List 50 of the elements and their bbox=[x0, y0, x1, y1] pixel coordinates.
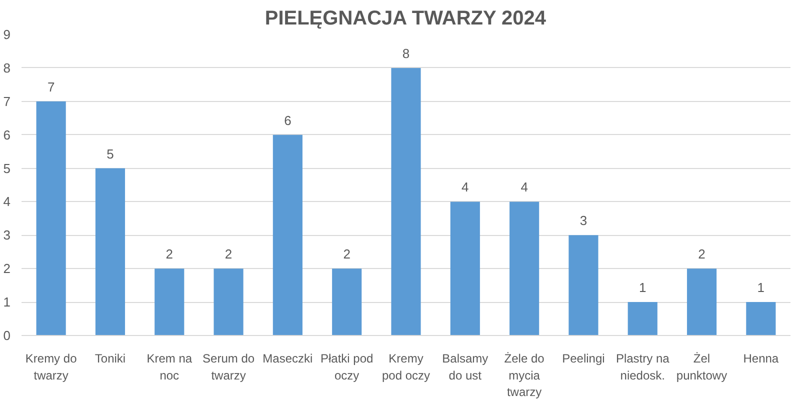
bar bbox=[391, 68, 421, 336]
data-label: 6 bbox=[284, 112, 292, 128]
x-tick-label: Płatki pod oczy bbox=[320, 352, 374, 382]
x-tick-label: Maseczki bbox=[262, 352, 313, 366]
data-label: 1 bbox=[757, 280, 765, 296]
y-tick-label: 2 bbox=[3, 261, 11, 276]
y-tick-label: 9 bbox=[3, 27, 11, 42]
x-tick-label: Plastry na niedosk. bbox=[616, 352, 670, 382]
y-tick-label: 0 bbox=[3, 328, 11, 343]
y-tick-label: 3 bbox=[3, 228, 11, 243]
x-tick-label: Serum do twarzy bbox=[202, 352, 255, 382]
bar bbox=[686, 268, 717, 336]
bar bbox=[746, 302, 776, 336]
x-tick-label: Krem na noc bbox=[146, 352, 192, 382]
bar bbox=[272, 134, 302, 336]
x-tick-label: Żele do mycia twarzy bbox=[504, 352, 545, 400]
x-tick-label: Kremy pod oczy bbox=[382, 352, 430, 382]
data-label: 4 bbox=[520, 180, 528, 195]
y-tick-label: 1 bbox=[3, 294, 11, 310]
data-label: 2 bbox=[698, 246, 706, 262]
bar bbox=[214, 268, 244, 336]
bar bbox=[510, 202, 540, 336]
x-tick-label: Żel punktowy bbox=[676, 352, 728, 382]
bar bbox=[450, 202, 480, 336]
bar bbox=[628, 302, 658, 336]
x-tick-label: Peelingi bbox=[562, 352, 605, 366]
y-tick-label: 6 bbox=[3, 127, 11, 142]
data-label: 5 bbox=[106, 146, 114, 162]
bar bbox=[95, 168, 126, 336]
x-tick-label: Kremy do twarzy bbox=[25, 352, 78, 382]
x-tick-label: Balsamy do ust bbox=[442, 352, 488, 382]
data-label: 1 bbox=[639, 280, 646, 296]
y-tick-label: 4 bbox=[3, 194, 11, 210]
data-label: 7 bbox=[47, 79, 55, 94]
y-tick-label: 7 bbox=[3, 94, 11, 109]
x-tick-label: Toniki bbox=[94, 352, 126, 366]
data-label: 4 bbox=[462, 180, 469, 195]
bar bbox=[36, 101, 66, 336]
bar bbox=[332, 268, 362, 336]
bar bbox=[568, 235, 598, 336]
data-label: 2 bbox=[343, 246, 350, 262]
y-tick-label: 5 bbox=[3, 160, 11, 176]
data-label: 3 bbox=[580, 213, 588, 228]
chart-title: PIELĘGNACJA TWARZY 2024 bbox=[264, 8, 547, 30]
data-label: 2 bbox=[166, 246, 174, 262]
data-label: 8 bbox=[402, 46, 410, 61]
bar bbox=[154, 268, 184, 336]
x-tick-label: Henna bbox=[743, 352, 779, 366]
data-label: 2 bbox=[224, 246, 232, 262]
y-tick-label: 8 bbox=[3, 60, 11, 76]
